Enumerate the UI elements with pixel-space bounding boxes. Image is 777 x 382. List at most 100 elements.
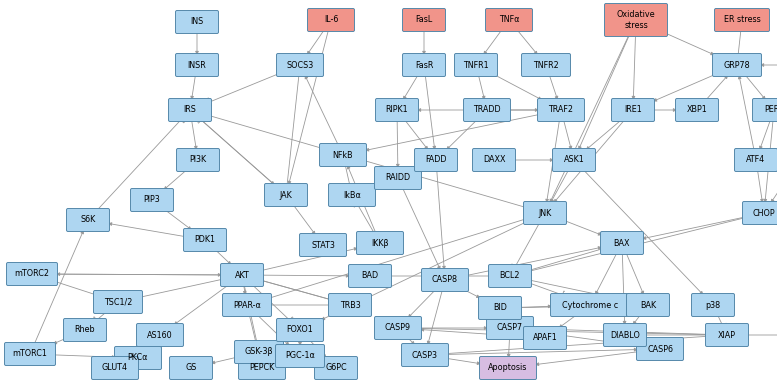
FancyBboxPatch shape — [486, 317, 534, 340]
Text: AKT: AKT — [235, 270, 249, 280]
FancyBboxPatch shape — [239, 356, 285, 379]
Text: JAK: JAK — [280, 191, 292, 199]
FancyBboxPatch shape — [402, 53, 445, 76]
FancyBboxPatch shape — [604, 324, 646, 346]
Text: CASP9: CASP9 — [385, 324, 411, 332]
Text: BAX: BAX — [614, 238, 630, 248]
Text: mTORC1: mTORC1 — [12, 350, 47, 358]
FancyBboxPatch shape — [715, 8, 769, 31]
FancyBboxPatch shape — [375, 99, 419, 121]
FancyBboxPatch shape — [414, 149, 458, 172]
FancyBboxPatch shape — [375, 167, 421, 189]
Text: TNFR2: TNFR2 — [533, 60, 559, 70]
FancyBboxPatch shape — [176, 10, 218, 34]
Text: IkBα: IkBα — [343, 191, 361, 199]
Text: Cytochrome c: Cytochrome c — [562, 301, 618, 309]
FancyBboxPatch shape — [64, 319, 106, 342]
Text: TRAF2: TRAF2 — [549, 105, 573, 115]
Text: BCL2: BCL2 — [500, 272, 521, 280]
FancyBboxPatch shape — [464, 99, 510, 121]
FancyBboxPatch shape — [319, 144, 367, 167]
FancyBboxPatch shape — [357, 231, 403, 254]
Text: TNFR1: TNFR1 — [463, 60, 489, 70]
Text: DAXX: DAXX — [483, 155, 505, 165]
FancyBboxPatch shape — [6, 262, 57, 285]
Text: PDK1: PDK1 — [194, 235, 215, 244]
Text: Apoptosis: Apoptosis — [488, 364, 528, 372]
FancyBboxPatch shape — [169, 99, 211, 121]
FancyBboxPatch shape — [277, 319, 323, 342]
FancyBboxPatch shape — [743, 201, 777, 225]
Text: CASP3: CASP3 — [412, 351, 438, 359]
Text: IKKβ: IKKβ — [371, 238, 388, 248]
Text: BAD: BAD — [361, 272, 378, 280]
FancyBboxPatch shape — [264, 183, 308, 207]
FancyBboxPatch shape — [626, 293, 670, 317]
FancyBboxPatch shape — [402, 343, 448, 366]
FancyBboxPatch shape — [552, 149, 595, 172]
FancyBboxPatch shape — [521, 53, 570, 76]
FancyBboxPatch shape — [114, 346, 162, 369]
FancyBboxPatch shape — [706, 324, 748, 346]
Text: PI3K: PI3K — [190, 155, 207, 165]
Text: GSK-3β: GSK-3β — [245, 348, 274, 356]
FancyBboxPatch shape — [375, 317, 421, 340]
FancyBboxPatch shape — [402, 8, 445, 31]
FancyBboxPatch shape — [489, 264, 531, 288]
FancyBboxPatch shape — [67, 209, 110, 231]
FancyBboxPatch shape — [550, 293, 629, 317]
Text: IL-6: IL-6 — [324, 16, 338, 24]
FancyBboxPatch shape — [176, 53, 218, 76]
Text: STAT3: STAT3 — [311, 241, 335, 249]
Text: INSR: INSR — [187, 60, 207, 70]
Text: NFkB: NFkB — [333, 151, 354, 160]
FancyBboxPatch shape — [235, 340, 284, 364]
FancyBboxPatch shape — [137, 324, 183, 346]
Text: APAF1: APAF1 — [532, 333, 557, 343]
Text: TRADD: TRADD — [473, 105, 501, 115]
Text: TNFα: TNFα — [499, 16, 519, 24]
FancyBboxPatch shape — [479, 296, 521, 319]
Text: PPAR-α: PPAR-α — [233, 301, 261, 309]
Text: mTORC2: mTORC2 — [15, 269, 50, 278]
FancyBboxPatch shape — [308, 8, 354, 31]
FancyBboxPatch shape — [176, 149, 219, 172]
Text: CASP7: CASP7 — [497, 324, 523, 332]
Text: CASP6: CASP6 — [647, 345, 673, 353]
FancyBboxPatch shape — [752, 99, 777, 121]
FancyBboxPatch shape — [524, 201, 566, 225]
Text: GRP78: GRP78 — [723, 60, 751, 70]
Text: FADD: FADD — [425, 155, 447, 165]
Text: Oxidative
stress: Oxidative stress — [617, 10, 655, 30]
Text: RIPK1: RIPK1 — [385, 105, 408, 115]
Text: GS: GS — [185, 364, 197, 372]
FancyBboxPatch shape — [455, 53, 497, 76]
Text: INS: INS — [190, 18, 204, 26]
FancyBboxPatch shape — [611, 99, 654, 121]
Text: IRE1: IRE1 — [624, 105, 642, 115]
FancyBboxPatch shape — [692, 293, 734, 317]
Text: PIP3: PIP3 — [144, 196, 160, 204]
Text: G6PC: G6PC — [326, 364, 347, 372]
Text: FasR: FasR — [415, 60, 434, 70]
Text: JNK: JNK — [538, 209, 552, 217]
FancyBboxPatch shape — [5, 343, 55, 366]
Text: PEPCK: PEPCK — [249, 364, 274, 372]
FancyBboxPatch shape — [329, 183, 375, 207]
FancyBboxPatch shape — [92, 356, 138, 379]
FancyBboxPatch shape — [675, 99, 719, 121]
Text: BID: BID — [493, 304, 507, 312]
FancyBboxPatch shape — [524, 327, 566, 350]
Text: FOXO1: FOXO1 — [287, 325, 313, 335]
Text: XIAP: XIAP — [718, 330, 736, 340]
Text: p38: p38 — [706, 301, 720, 309]
Text: RAIDD: RAIDD — [385, 173, 410, 183]
FancyBboxPatch shape — [131, 188, 173, 212]
FancyBboxPatch shape — [479, 356, 536, 379]
Text: DIABLO: DIABLO — [610, 330, 640, 340]
Text: CHOP: CHOP — [753, 209, 775, 217]
FancyBboxPatch shape — [486, 8, 532, 31]
Text: ER stress: ER stress — [723, 16, 761, 24]
Text: XBP1: XBP1 — [687, 105, 707, 115]
FancyBboxPatch shape — [93, 290, 142, 314]
